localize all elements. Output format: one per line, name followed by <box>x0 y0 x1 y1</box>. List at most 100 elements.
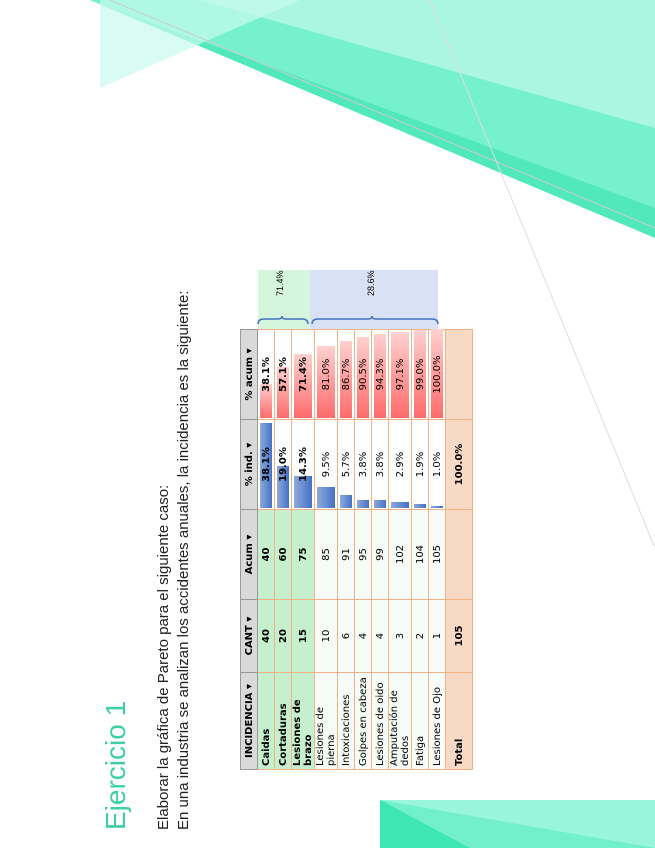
cell-text: 1 <box>431 632 443 640</box>
text-line: Elaborar la gráfica de Pareto para el si… <box>155 484 172 830</box>
cell-text: 71.4% <box>297 357 309 392</box>
cell-text: 3 <box>394 632 406 640</box>
cell: 2 <box>411 599 429 673</box>
cell: 4 <box>371 599 389 673</box>
cell-text: 4 <box>357 632 369 640</box>
cell: 3.8% <box>371 419 389 510</box>
data-bar <box>431 505 443 508</box>
cell: 75 <box>291 509 315 600</box>
cell-text: Fatiga <box>414 735 426 766</box>
cell-text: 10 <box>320 629 332 643</box>
cell-text: 57.1% <box>277 357 289 392</box>
table-row: Golpes en cabeza 4 95 3.8% 90.5% <box>354 329 372 770</box>
cell: Cortaduras <box>274 672 292 770</box>
cell-text: 9.5% <box>320 451 332 478</box>
cell-text: 94.3% <box>374 358 386 391</box>
cell-text: 6 <box>340 632 352 640</box>
cell: 15 <box>291 599 315 673</box>
data-bar <box>340 495 352 508</box>
total-cell <box>445 329 473 420</box>
cell: 97.1% <box>388 329 412 420</box>
cell: 99.0% <box>411 329 429 420</box>
cell: 9.5% <box>314 419 338 510</box>
cell: 1.9% <box>411 419 429 510</box>
total-cell <box>445 509 473 600</box>
cell-text: 3.8% <box>374 451 386 478</box>
cell: Lesiones de oido <box>371 672 389 770</box>
table-row: Cortaduras 20 60 19.0% 57.1% <box>274 329 292 770</box>
cell: 71.4% <box>291 329 315 420</box>
table: INCIDENCIA ▾ CANT ▾ Acum ▾% ind. ▾% acum ▾… <box>240 329 473 770</box>
cell: 2.9% <box>388 419 412 510</box>
cell-text: 1.9% <box>414 451 426 478</box>
header-cell: CANT ▾ <box>240 599 258 673</box>
header-row: INCIDENCIA ▾ CANT ▾ Acum ▾% ind. ▾% acum ▾ <box>240 329 258 770</box>
table-row: Lesiones de pierna 10 85 9.5% 81.0% <box>314 329 338 770</box>
cell: 104 <box>411 509 429 600</box>
cell-text: Lesiones de brazo <box>292 699 314 766</box>
cell-text: 97.1% <box>394 358 406 391</box>
cell: 40 <box>257 509 275 600</box>
cell-text: 15 <box>297 629 309 643</box>
cell-text: 5.7% <box>340 451 352 478</box>
cell-text: 95 <box>357 548 369 561</box>
cell: 60 <box>274 509 292 600</box>
text-line: En una industria se analizan los acciden… <box>175 290 192 830</box>
cell: 40 <box>257 599 275 673</box>
table-row: Lesiones de oido 4 99 3.8% 94.3% <box>371 329 389 770</box>
data-bar <box>357 499 369 508</box>
group-label: 28.6% <box>366 270 376 296</box>
cell: 57.1% <box>274 329 292 420</box>
cell: 3.8% <box>354 419 372 510</box>
cell: 10 <box>314 599 338 673</box>
cell: 38.1% <box>257 419 275 510</box>
cell-text: Caidas <box>260 728 272 766</box>
cell: Lesiones de Ojo <box>428 672 446 770</box>
cell-text: 105 <box>431 544 443 565</box>
cell-text: 38.1% <box>260 357 272 392</box>
cell: 38.1% <box>257 329 275 420</box>
cell: 14.3% <box>291 419 315 510</box>
cell: Lesiones de brazo <box>291 672 315 770</box>
cell: Caidas <box>257 672 275 770</box>
cell-text: 81.0% <box>320 358 332 391</box>
cell: 90.5% <box>354 329 372 420</box>
cell-text: Cortaduras <box>277 703 289 766</box>
table-row: Lesiones de brazo 15 75 14.3% 71.4% <box>291 329 315 770</box>
cell-text: Lesiones de pierna <box>315 706 337 766</box>
cell: Intoxicaciones <box>337 672 355 770</box>
cell: 94.3% <box>371 329 389 420</box>
cell: 100.0% <box>428 329 446 420</box>
table-row: Intoxicaciones 6 91 5.7% 86.7% <box>337 329 355 770</box>
cell: 91 <box>337 509 355 600</box>
header-cell: Acum ▾ <box>240 509 258 600</box>
cell-text: 85 <box>320 548 332 561</box>
cell: 6 <box>337 599 355 673</box>
data-bar <box>317 486 335 508</box>
group-label: 71.4% <box>275 270 285 296</box>
table-row: Fatiga 2 104 1.9% 99.0% <box>411 329 429 770</box>
cell-text: 99.0% <box>414 358 426 391</box>
cell: Amputación de dedos <box>388 672 412 770</box>
cell: 86.7% <box>337 329 355 420</box>
total-cell: Total <box>445 672 473 770</box>
cell-text: 20 <box>277 629 289 643</box>
cell-text: 14.3% <box>297 447 309 482</box>
cell-text: 2.9% <box>394 451 406 478</box>
cell-text: 90.5% <box>357 358 369 391</box>
cell-text: Amputación de dedos <box>389 690 411 766</box>
cell-text: 91 <box>340 548 352 561</box>
cell-text: 86.7% <box>340 358 352 391</box>
cell-text: Lesiones de oido <box>374 682 386 766</box>
cell-text: 102 <box>394 544 406 565</box>
cell: 81.0% <box>314 329 338 420</box>
total-cell: 100.0% <box>445 419 473 510</box>
cell-text: 2 <box>414 632 426 640</box>
table-row: Lesiones de Ojo 1 105 1.0% 100.0% <box>428 329 446 770</box>
cell-text: 1.0% <box>431 451 443 478</box>
cell-text: 40 <box>260 547 272 562</box>
data-bar <box>414 503 426 508</box>
cell-text: 4 <box>374 632 386 640</box>
